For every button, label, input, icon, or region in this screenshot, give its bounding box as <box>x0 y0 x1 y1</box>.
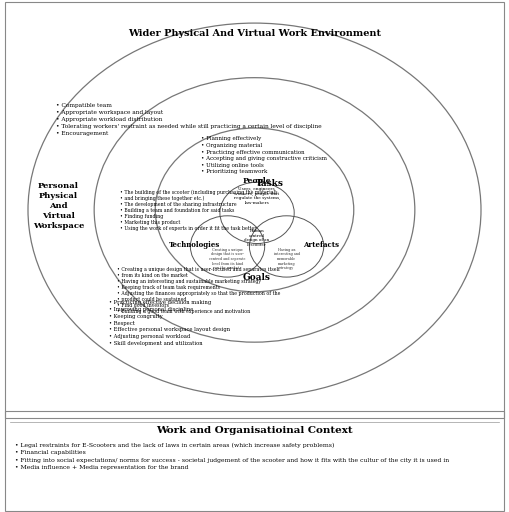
Text: Artefacts: Artefacts <box>303 241 338 249</box>
Text: Users, engineers,
workers, people that
regulate the systems,
law-makers: Users, engineers, workers, people that r… <box>234 187 280 205</box>
Text: • Legal restraints for E-Scooters and the lack of laws in certain areas (which i: • Legal restraints for E-Scooters and th… <box>15 442 449 471</box>
Text: Personal
Physical
And
Virtual
Workspace: Personal Physical And Virtual Workspace <box>33 182 84 230</box>
Text: • Practicing effective decision making
• Improving personal discipline
• Keeping: • Practicing effective decision making •… <box>109 300 231 346</box>
Text: Goals: Goals <box>243 273 271 283</box>
Text: • The building of the scooter (including purchasing the materials
• and bringing: • The building of the scooter (including… <box>120 190 277 231</box>
Text: Technologies: Technologies <box>169 241 220 249</box>
Text: Having an
interesting and
memorable
marketing
strategy: Having an interesting and memorable mark… <box>273 248 300 270</box>
Text: Creating a unique
design that is user-
centred and separate
level from its kind
: Creating a unique design that is user- c… <box>209 248 246 270</box>
Text: Work and Organisatioinal Context: Work and Organisatioinal Context <box>156 425 353 435</box>
Text: People: People <box>243 177 271 185</box>
Text: • Compatible team
• Appropriate workspace and layout
• Appropriate workload dist: • Compatible team • Appropriate workspac… <box>56 103 322 136</box>
Text: • Creating a unique design that is user-focused and separates itself
• from its : • Creating a unique design that is user-… <box>117 267 280 313</box>
Text: Wider Physical And Virtual Work Environment: Wider Physical And Virtual Work Environm… <box>128 29 381 38</box>
Text: Tasks: Tasks <box>256 179 284 188</box>
Text: Human
centred
design of an
E-scooter: Human centred design of an E-scooter <box>244 229 270 247</box>
Text: • Planning effectively
• Organizing material
• Practicing effective communicatio: • Planning effectively • Organizing mate… <box>201 136 327 175</box>
